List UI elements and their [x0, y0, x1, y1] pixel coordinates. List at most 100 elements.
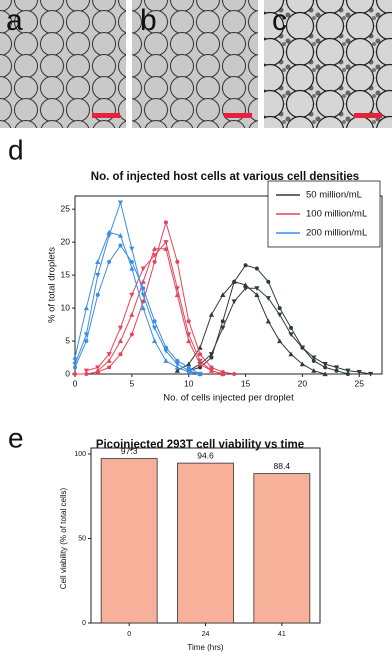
marker [107, 259, 112, 264]
chart-title: No. of injected host cells at various ce… [91, 171, 359, 183]
y-tick-label: 0 [82, 620, 86, 627]
marker [209, 365, 214, 370]
marker [242, 282, 249, 288]
marker [345, 368, 351, 374]
marker [311, 358, 316, 363]
marker [174, 292, 180, 297]
marker [254, 292, 260, 297]
marker [95, 259, 101, 265]
data-line [177, 281, 326, 375]
marker [289, 325, 294, 330]
marker [186, 361, 192, 367]
scale-bar [354, 113, 382, 118]
marker [163, 246, 169, 251]
marker [186, 338, 192, 344]
marker [175, 358, 180, 363]
marker [107, 365, 112, 370]
marker [254, 266, 259, 271]
marker [242, 286, 249, 291]
y-axis-label: % of total droplets [47, 247, 58, 323]
y-tick-label: 25 [61, 203, 71, 213]
marker [197, 361, 203, 367]
marker [198, 372, 203, 376]
x-tick-label: 5 [129, 378, 134, 388]
panel-label: c [272, 4, 287, 37]
marker [265, 296, 271, 301]
data-line [74, 231, 201, 375]
marker [311, 368, 317, 373]
marker [117, 325, 124, 331]
data-line [74, 200, 201, 375]
x-tick-label: 10 [184, 378, 194, 388]
marker [208, 352, 215, 357]
marker [129, 312, 135, 317]
marker [288, 351, 294, 357]
bar [253, 473, 311, 624]
marker [231, 279, 237, 284]
marker [198, 352, 203, 357]
bar-chart: Picoinjected 293T cell viability vs time… [59, 439, 321, 652]
marker [208, 312, 215, 317]
marker [186, 365, 191, 370]
marker [266, 279, 271, 284]
marker [73, 365, 77, 370]
y-tick-label: 20 [61, 236, 71, 246]
x-tick-label: 41 [278, 631, 286, 638]
marker [152, 259, 157, 264]
scale-bar [92, 113, 120, 118]
marker [186, 332, 192, 338]
marker [83, 332, 89, 338]
marker [174, 286, 180, 291]
marker [117, 338, 124, 344]
marker [368, 371, 374, 377]
marker [95, 368, 101, 373]
marker [220, 371, 226, 377]
marker [334, 368, 339, 373]
marker [118, 352, 123, 357]
y-axis-label: Cell viability (% of total cells) [59, 487, 68, 589]
marker [129, 246, 135, 252]
marker [322, 371, 328, 377]
marker [106, 358, 112, 363]
marker [345, 372, 350, 376]
value-label: 97.3 [121, 446, 138, 456]
marker [151, 325, 158, 331]
x-tick-label: 24 [202, 631, 210, 638]
marker [129, 292, 135, 298]
x-tick-label: 0 [73, 378, 78, 388]
marker [277, 306, 282, 311]
data-line [75, 220, 235, 375]
marker [208, 368, 215, 374]
legend-label: 100 million/mL [306, 209, 367, 220]
marker [299, 345, 306, 351]
marker [356, 369, 362, 375]
marker [152, 319, 157, 324]
marker [174, 362, 180, 367]
marker [198, 365, 203, 370]
marker [209, 355, 214, 360]
marker [118, 243, 123, 248]
data-line [97, 248, 223, 375]
x-axis-label: Time (hrs) [187, 643, 223, 652]
marker [163, 358, 169, 363]
marker [322, 362, 328, 367]
marker [151, 253, 158, 258]
marker [117, 200, 124, 206]
marker [95, 273, 101, 278]
marker [265, 318, 271, 324]
marker [129, 332, 134, 337]
y-tick-label: 100 [74, 451, 86, 458]
marker [129, 265, 135, 271]
micrograph [264, 0, 392, 128]
bar [177, 462, 234, 624]
marker [277, 338, 283, 344]
marker [186, 369, 192, 375]
marker [197, 345, 203, 350]
data-line [74, 244, 201, 375]
marker [117, 232, 124, 238]
marker [84, 339, 89, 344]
marker [151, 338, 158, 344]
legend-label: 200 million/mL [306, 228, 367, 239]
plot-frame [74, 195, 383, 375]
marker [95, 292, 100, 297]
